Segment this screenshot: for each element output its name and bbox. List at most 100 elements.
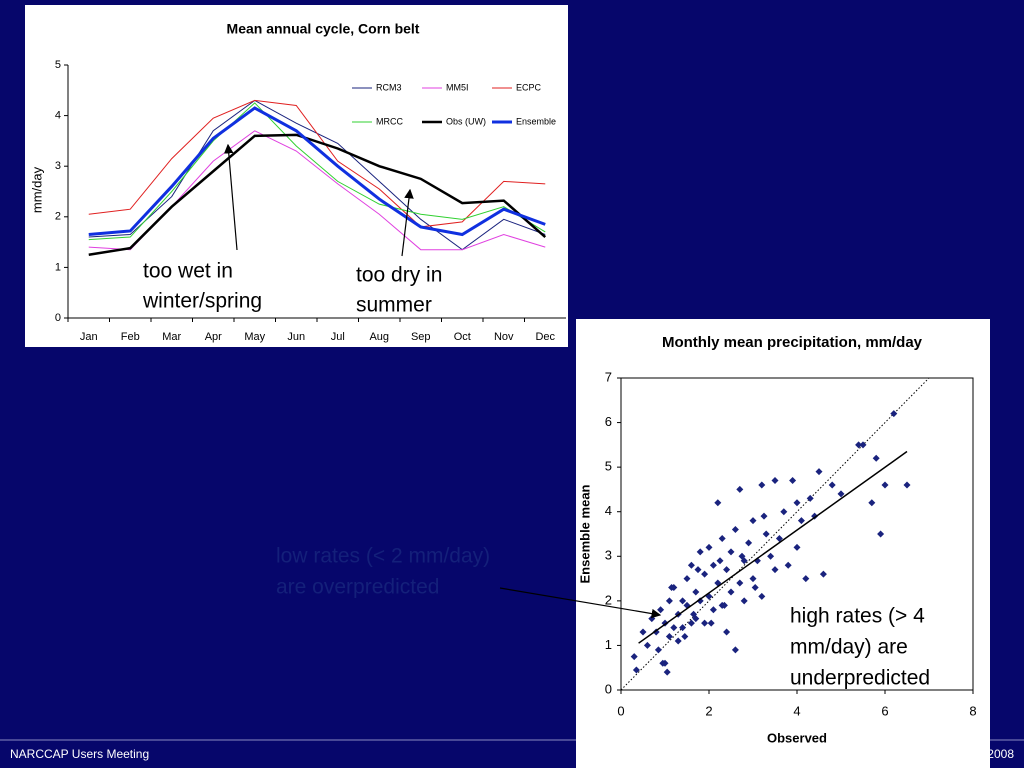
x-tick-label: Aug <box>369 331 389 343</box>
y-tick-label: 1 <box>55 261 61 273</box>
annotation: underpredicted <box>790 667 930 690</box>
point <box>890 410 898 418</box>
arrow <box>401 188 414 257</box>
point <box>687 619 695 627</box>
y-tick-label: 0 <box>605 681 612 696</box>
y-tick-label: 2 <box>55 211 61 223</box>
point <box>632 666 640 674</box>
y-tick-label: 6 <box>605 414 612 429</box>
point <box>723 566 731 574</box>
point <box>877 530 885 538</box>
point <box>793 499 801 507</box>
point <box>720 601 728 609</box>
point <box>740 597 748 605</box>
series-line <box>88 99 546 228</box>
point <box>683 575 691 583</box>
point <box>758 592 766 600</box>
point <box>670 624 678 632</box>
chart-title: Mean annual cycle, Corn belt <box>227 21 420 37</box>
point <box>714 499 722 507</box>
point <box>868 499 876 507</box>
point <box>665 597 673 605</box>
point <box>784 561 792 569</box>
series-line <box>88 106 546 237</box>
point <box>771 477 779 485</box>
series-line <box>88 102 546 241</box>
legend-label: ECPC <box>516 82 542 92</box>
point <box>718 534 726 542</box>
point <box>723 628 731 636</box>
annotation: high rates (> 4 <box>790 605 925 628</box>
point <box>654 646 662 654</box>
point <box>681 633 689 641</box>
point <box>701 570 709 578</box>
point <box>767 552 775 560</box>
y-axis-label: Ensemble mean <box>577 484 592 583</box>
legend-label: Ensemble <box>516 116 556 126</box>
point <box>749 575 757 583</box>
point <box>727 588 735 596</box>
y-tick-label: 1 <box>605 637 612 652</box>
footer-left: NARCCAP Users Meeting <box>10 747 149 761</box>
point <box>749 517 757 525</box>
x-tick-label: Feb <box>121 331 140 343</box>
point <box>859 441 867 449</box>
annotation: low rates (< 2 mm/day) <box>276 545 490 568</box>
y-tick-label: 7 <box>605 369 612 384</box>
point <box>709 561 717 569</box>
y-tick-label: 4 <box>55 110 61 122</box>
point <box>665 633 673 641</box>
x-tick-label: Nov <box>494 331 514 343</box>
x-tick-label: Dec <box>535 331 555 343</box>
x-tick-label: Jan <box>80 331 98 343</box>
point <box>639 628 647 636</box>
point <box>727 548 735 556</box>
y-tick-label: 3 <box>55 160 61 172</box>
point <box>690 610 698 618</box>
point <box>762 530 770 538</box>
x-tick-label: 6 <box>881 703 888 718</box>
series-line <box>88 133 547 256</box>
y-tick-label: 2 <box>605 592 612 607</box>
point <box>837 490 845 498</box>
point <box>736 579 744 587</box>
point <box>659 659 667 667</box>
point <box>815 468 823 476</box>
footer-right: 2008 <box>987 747 1014 761</box>
annotation: summer <box>356 294 432 317</box>
legend-label: Obs (UW) <box>446 116 486 126</box>
point <box>736 485 744 493</box>
point <box>731 646 739 654</box>
arrow <box>499 587 662 619</box>
point <box>806 494 814 502</box>
point <box>707 619 715 627</box>
arrow <box>223 143 238 251</box>
x-tick-label: Apr <box>205 331 222 343</box>
x-tick-label: May <box>244 331 265 343</box>
point <box>716 557 724 565</box>
point <box>797 517 805 525</box>
point <box>881 481 889 489</box>
x-tick-label: Mar <box>162 331 181 343</box>
legend-label: MM5I <box>446 82 469 92</box>
chart-title: Monthly mean precipitation, mm/day <box>662 334 923 351</box>
point <box>731 526 739 534</box>
y-tick-label: 0 <box>55 312 61 324</box>
point <box>828 481 836 489</box>
point <box>709 606 717 614</box>
point <box>652 628 660 636</box>
point <box>771 566 779 574</box>
point <box>793 543 801 551</box>
annotation: mm/day) are <box>790 636 908 659</box>
point <box>745 539 753 547</box>
y-tick-label: 4 <box>605 503 612 518</box>
charts: Mean annual cycle, Corn belt mm/day 0 1 2 3 4 5… <box>29 21 976 746</box>
x-tick-label: 0 <box>617 703 624 718</box>
y-axis-label: mm/day <box>29 166 44 213</box>
point <box>668 583 676 591</box>
x-tick-label: 4 <box>793 703 800 718</box>
point <box>630 653 638 661</box>
legend-label: RCM3 <box>376 82 402 92</box>
point <box>696 548 704 556</box>
annotation: too wet in <box>143 260 233 283</box>
